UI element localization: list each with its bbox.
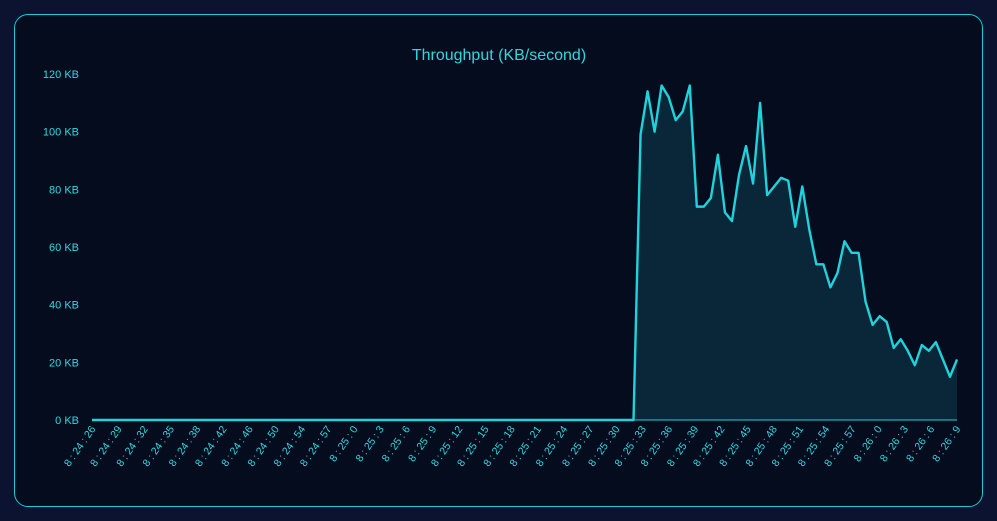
y-tick-label: 20 KB [49,357,79,369]
y-axis: 0 KB 20 KB 40 KB 60 KB 80 KB 100 KB 120 KB [43,69,79,427]
y-tick-label: 60 KB [49,242,79,254]
chart-panel [14,14,983,507]
chart-title: Throughput (KB/second) [412,47,586,64]
y-tick-label: 120 KB [43,69,79,81]
throughput-area [92,85,957,420]
y-tick-label: 0 KB [55,415,79,427]
x-axis: 8 : 24 : 268 : 24 : 298 : 24 : 328 : 24 … [62,424,964,469]
y-tick-label: 40 KB [49,300,79,312]
y-tick-label: 80 KB [49,184,79,196]
y-tick-label: 100 KB [43,127,79,139]
